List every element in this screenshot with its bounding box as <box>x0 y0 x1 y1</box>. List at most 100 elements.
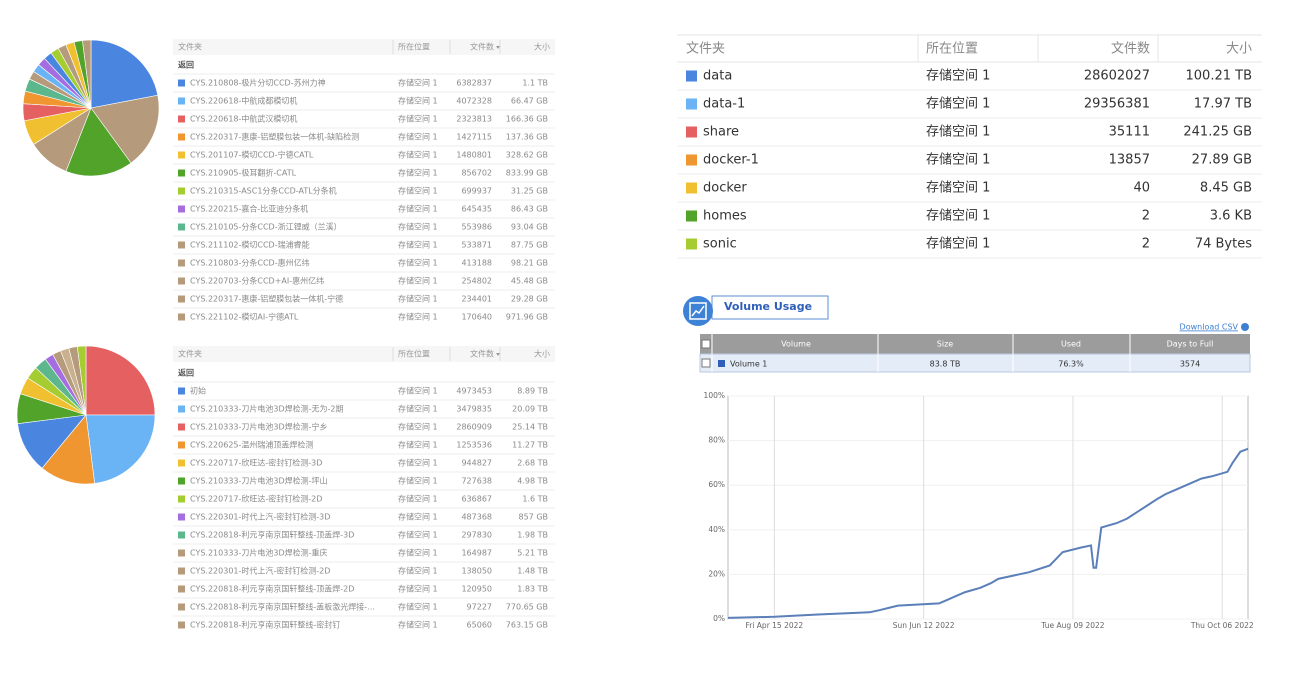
column-header: 大小 <box>534 349 550 359</box>
legend-swatch <box>178 115 185 123</box>
sort-arrow <box>496 46 500 49</box>
legend-swatch <box>178 97 185 105</box>
table-cell: 1.6 TB <box>522 495 548 504</box>
table-cell: 存储空间 1 <box>398 150 438 160</box>
table-cell: 初始 <box>190 386 206 396</box>
pie-slice <box>90 39 159 109</box>
table-cell: 存储空间 1 <box>398 602 438 612</box>
y-tick-label: 100% <box>704 391 725 400</box>
table-cell: 27.89 GB <box>1192 153 1252 168</box>
table-cell: 存储空间 1 <box>398 78 438 88</box>
volume-table-row <box>699 353 1251 373</box>
table-cell: 4072328 <box>456 97 492 106</box>
table-cell: 11.27 TB <box>512 441 548 450</box>
table-cell: CYS.210333-刀片电池3D焊检测-重庆 <box>190 548 328 558</box>
table-cell: 存储空间 1 <box>398 404 438 414</box>
table-cell: 100.21 TB <box>1186 69 1252 84</box>
table-cell: CYS.201107-模切CCD-宁德CATL <box>190 150 314 160</box>
table-cell: 存储空间 1 <box>398 204 438 214</box>
table-cell: 存储空间 1 <box>398 386 438 396</box>
table-cell: CYS.210333-刀片电池3D焊检测-无为-2期 <box>190 404 344 414</box>
table-cell: 存储空间 1 <box>398 566 438 576</box>
table-cell: CYS.210105-分条CCD-浙江锂威（兰溪） <box>190 222 342 232</box>
table-cell: 74 Bytes <box>1195 237 1252 252</box>
download-icon[interactable] <box>1241 323 1249 331</box>
table-cell: 25.14 TB <box>512 423 548 432</box>
y-tick-label: 0% <box>713 614 725 623</box>
table-cell: 存储空间 1 <box>398 258 438 268</box>
table-cell: CYS.220618-中航成都模切机 <box>190 96 297 106</box>
download-link[interactable]: Download CSV <box>1180 323 1239 332</box>
table-cell: data-1 <box>703 97 745 112</box>
y-tick-label: 20% <box>708 569 725 578</box>
legend-swatch <box>178 549 185 557</box>
table-cell: sonic <box>703 237 737 252</box>
table-cell: 297830 <box>461 531 492 540</box>
x-tick-label: Sun Jun 12 2022 <box>893 621 955 630</box>
table-cell: CYS.210333-刀片电池3D焊检测-宁乡 <box>190 422 328 432</box>
table-cell: 170640 <box>461 313 492 322</box>
table-cell: CYS.221102-模切AI-宁德ATL <box>190 312 299 322</box>
table-cell: 1.83 TB <box>517 585 548 594</box>
legend-swatch <box>178 295 185 303</box>
back-link: 返回 <box>178 60 194 70</box>
pie-slice <box>82 39 92 109</box>
table-cell: CYS.220618-中航武汉模切机 <box>190 114 297 124</box>
legend-swatch <box>178 531 185 539</box>
table-cell: 1.48 TB <box>517 567 548 576</box>
table-cell: CYS.220317-惠康-铝塑膜包装一体机-缺陷检测 <box>190 132 359 142</box>
table-cell: 856702 <box>461 169 492 178</box>
table-cell: CYS.210808-极片分切CCD-苏州力神 <box>190 78 326 88</box>
table-cell: homes <box>703 209 747 224</box>
table-cell: 13857 <box>1109 153 1150 168</box>
table-cell: 65060 <box>467 621 492 630</box>
table-cell: 存储空间 1 <box>398 458 438 468</box>
legend-swatch <box>178 169 185 177</box>
table-cell: 2323813 <box>456 115 492 124</box>
table-cell: CYS.210333-刀片电池3D焊检测-坪山 <box>190 476 328 486</box>
volume-table-header <box>700 334 1250 354</box>
table-cell: 存储空间 1 <box>926 209 990 224</box>
table-cell: 29356381 <box>1084 97 1150 112</box>
column-header: Volume <box>781 340 811 349</box>
legend-swatch <box>686 70 697 82</box>
table-cell: 413188 <box>461 259 492 268</box>
column-header: 文件夹 <box>686 42 725 57</box>
table-cell: 87.75 GB <box>511 241 548 250</box>
column-header: Days to Full <box>1167 340 1214 349</box>
column-header: 文件数 <box>470 349 494 359</box>
legend-swatch <box>178 151 185 159</box>
table-cell: docker-1 <box>703 153 759 168</box>
table-cell: 699937 <box>461 187 492 196</box>
table-cell: 3479835 <box>456 405 492 414</box>
column-header: Size <box>937 340 954 349</box>
legend-swatch <box>686 210 697 222</box>
table-header <box>173 346 555 362</box>
column-header: 大小 <box>1226 42 1252 57</box>
pie-slice <box>77 345 87 416</box>
checkbox[interactable] <box>701 358 711 368</box>
table-cell: 66.47 GB <box>511 97 548 106</box>
legend-swatch <box>178 459 185 467</box>
usage-line <box>727 447 1249 619</box>
table-header <box>173 39 555 55</box>
legend-swatch <box>178 441 185 449</box>
table-cell: 2860909 <box>456 423 492 432</box>
table-cell: 164987 <box>461 549 492 558</box>
table-cell: share <box>703 125 739 140</box>
back-link: 返回 <box>178 368 194 378</box>
widget-icon-frame <box>689 302 707 320</box>
checkbox[interactable] <box>701 339 711 349</box>
table-cell: CYS.220215-嘉合-比亚迪分条机 <box>190 204 308 214</box>
column-header: 所在位置 <box>398 349 430 359</box>
legend-swatch <box>178 387 185 395</box>
table-cell: 120950 <box>461 585 492 594</box>
table-cell: 83.8 TB <box>930 360 961 369</box>
table-cell: CYS.220717-欣旺达-密封钉检测-3D <box>190 458 322 468</box>
legend-swatch <box>178 133 185 141</box>
x-tick-label: Tue Aug 09 2022 <box>1040 621 1104 630</box>
table-cell: 存储空间 1 <box>926 237 990 252</box>
table-cell: 29.28 GB <box>511 295 548 304</box>
table-cell: 763.15 GB <box>506 621 548 630</box>
